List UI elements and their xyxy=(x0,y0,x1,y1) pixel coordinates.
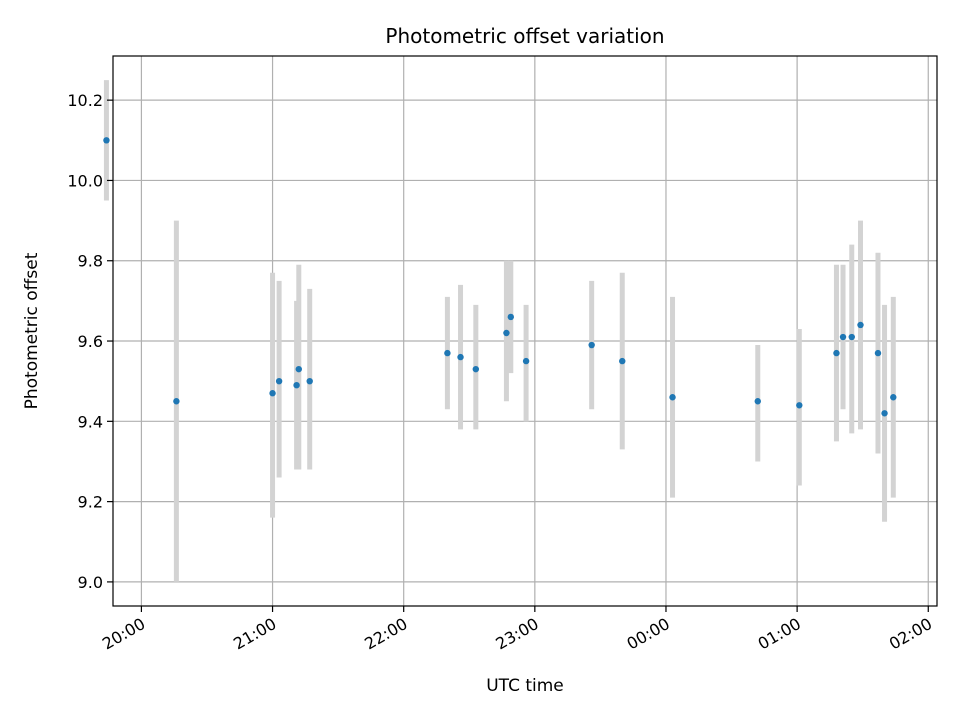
y-tick-label: 9.6 xyxy=(78,332,103,351)
plot-frame xyxy=(112,55,938,607)
data-point xyxy=(881,410,888,417)
data-point xyxy=(444,349,451,357)
y-tick-label: 9.4 xyxy=(78,412,103,431)
data-point xyxy=(857,321,864,329)
data-point xyxy=(103,137,110,144)
data-point xyxy=(269,390,276,397)
chart-title: Photometric offset variation xyxy=(385,24,664,48)
data-point xyxy=(890,394,897,401)
data-point xyxy=(472,365,480,373)
data-point xyxy=(833,349,840,357)
data-point xyxy=(588,341,595,349)
data-point xyxy=(874,349,882,357)
data-points xyxy=(103,137,897,417)
data-point xyxy=(295,365,302,373)
x-axis-label: UTC time xyxy=(486,676,564,696)
y-tick-label: 9.8 xyxy=(78,252,103,271)
y-tick-label: 10.0 xyxy=(67,171,103,190)
data-point xyxy=(275,377,283,385)
data-point xyxy=(619,357,626,365)
data-point xyxy=(848,333,855,341)
data-point xyxy=(457,353,464,361)
data-point xyxy=(507,313,514,321)
y-axis-label: Photometric offset xyxy=(22,252,42,409)
y-tick-label: 10.2 xyxy=(67,91,103,110)
data-point xyxy=(754,398,761,405)
data-point xyxy=(796,402,803,409)
y-tick-label: 9.0 xyxy=(78,573,103,592)
data-point xyxy=(503,329,510,337)
data-point xyxy=(293,381,300,389)
y-tick-label: 9.2 xyxy=(78,493,103,512)
data-point xyxy=(173,398,180,405)
data-point xyxy=(522,357,530,365)
data-point xyxy=(669,394,676,401)
y-axis-ticks: 9.0 9.2 9.4 9.6 9.8 10.0 10.2 xyxy=(67,91,113,592)
data-point xyxy=(306,377,313,385)
data-point xyxy=(839,333,847,341)
